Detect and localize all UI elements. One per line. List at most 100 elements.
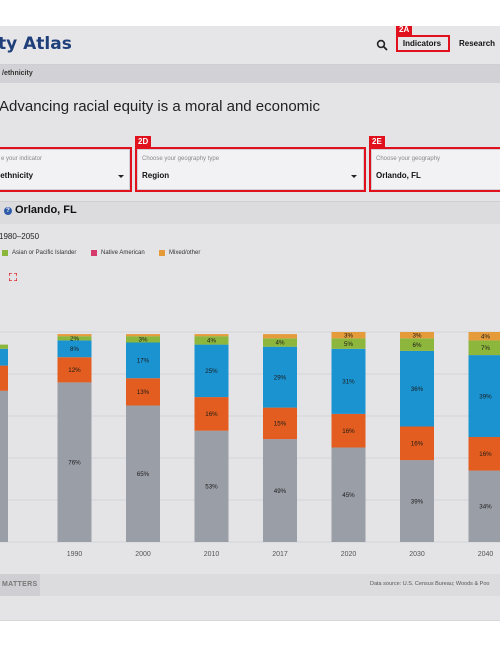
data-label: 7% <box>481 345 490 352</box>
bar-segment <box>263 439 297 542</box>
legend-item-asian-pacific[interactable]: Asian or Pacific Islander <box>2 250 76 256</box>
data-label: 12% <box>68 367 81 374</box>
data-label: 17% <box>137 358 150 365</box>
bar-segment <box>263 346 297 408</box>
bar-segment <box>263 338 297 347</box>
data-label: 34% <box>479 504 492 511</box>
x-tick-label: 2017 <box>272 551 288 558</box>
bar-segment <box>194 336 229 345</box>
data-label: 16% <box>411 441 424 448</box>
top-header: ty Atlas Indicators Research <box>0 26 500 65</box>
data-label: 29% <box>274 374 287 381</box>
data-label: 45% <box>342 492 355 499</box>
data-label: 4% <box>207 338 216 345</box>
bar-segment <box>126 334 160 337</box>
page-headline: Advancing racial equity is a moral and e… <box>0 98 320 115</box>
bar-segment <box>194 334 229 337</box>
data-label: 25% <box>205 368 218 375</box>
data-label: 6% <box>413 342 422 349</box>
indicator-select-value: /ethnicity <box>0 171 34 180</box>
geography-select[interactable]: Choose your geography Orlando, FL <box>371 149 500 190</box>
breadcrumb: /ethnicity <box>0 65 500 83</box>
legend-swatch <box>159 250 165 256</box>
geography-type-select[interactable]: Choose your geography type Region <box>137 149 364 190</box>
bar-segment <box>331 413 366 448</box>
data-label: 39% <box>411 498 424 505</box>
chart-panel-header <box>0 201 500 224</box>
indicator-select[interactable]: e your indicator /ethnicity <box>0 149 130 190</box>
legend-label: Native American <box>101 250 145 256</box>
bar-segment <box>0 365 8 391</box>
bar-segment <box>57 382 92 542</box>
chart-year-range: 1980–2050 <box>0 232 40 241</box>
bar-segment <box>468 340 500 356</box>
bar-segment <box>57 340 92 358</box>
bar-segment <box>263 407 297 440</box>
data-label: 16% <box>479 451 492 458</box>
info-icon[interactable]: ? <box>4 207 12 215</box>
bar-segment <box>0 344 8 349</box>
bar-segment <box>0 390 8 542</box>
data-label: 65% <box>137 471 150 478</box>
legend-label: Asian or Pacific Islander <box>12 250 77 256</box>
nav-indicators-link[interactable]: Indicators <box>402 38 442 48</box>
bar-segment <box>126 405 160 542</box>
data-label: 76% <box>68 459 81 466</box>
chart-location-title: Orlando, FL <box>15 204 77 216</box>
annotation-tag-2e: 2E <box>369 136 385 147</box>
search-icon[interactable] <box>376 39 388 51</box>
x-tick-label: 2000 <box>135 551 151 558</box>
legend-swatch <box>91 250 97 256</box>
bar-segment <box>126 378 160 406</box>
bar-segment <box>468 332 500 341</box>
bar-segment <box>331 332 366 339</box>
data-label: 2% <box>70 336 79 343</box>
bar-segment <box>400 460 434 542</box>
bar-segment <box>57 334 92 337</box>
bar-segment <box>468 437 500 471</box>
bar-segment <box>400 338 434 351</box>
bottom-divider <box>0 620 500 621</box>
x-tick-label: 1990 <box>67 551 83 558</box>
data-label: 5% <box>344 341 353 348</box>
bar-segment <box>126 342 160 379</box>
data-label: 39% <box>479 393 492 400</box>
data-label: 3% <box>413 332 422 339</box>
site-logo[interactable]: ty Atlas <box>0 34 72 54</box>
bar-segment <box>263 334 297 339</box>
bar-segment <box>468 355 500 437</box>
data-label: 16% <box>205 411 218 418</box>
why-it-matters-button[interactable]: MATTERS <box>0 574 40 596</box>
indicator-select-label: e your indicator <box>1 156 43 162</box>
bar-segment <box>194 397 229 431</box>
bar-segment <box>331 348 366 414</box>
expand-icon[interactable] <box>9 273 17 281</box>
data-label: 13% <box>137 389 150 396</box>
legend-item-native-american[interactable]: Native American <box>91 250 145 256</box>
bar-segment <box>468 470 500 542</box>
data-label: 3% <box>344 332 353 339</box>
stacked-bar-chart: 76% 12% 8% 2% 1990 65% 13% 17% 3% 2000 53% 16% 25% 4%… <box>0 331 500 558</box>
chevron-down-icon <box>351 175 357 178</box>
x-tick-label: 2030 <box>409 551 425 558</box>
bar-segment <box>57 336 92 341</box>
data-label: 3% <box>139 337 148 344</box>
chart-footer: MATTERS Data source: U.S. Census Bureau;… <box>0 574 500 596</box>
bar-segment <box>194 344 229 398</box>
x-tick-label: 2010 <box>204 551 220 558</box>
bar-segment <box>331 447 366 542</box>
bar-segment <box>194 430 229 542</box>
bar-segment <box>400 332 434 339</box>
bar-segment <box>331 338 366 349</box>
data-label: 53% <box>205 484 218 491</box>
chevron-down-icon <box>118 175 124 178</box>
nav-research-link[interactable]: Research <box>459 39 496 48</box>
bar-segment <box>0 348 8 366</box>
geography-type-select-label: Choose your geography type <box>142 156 220 162</box>
geography-type-select-value: Region <box>142 171 170 180</box>
bar-segment <box>126 336 160 343</box>
data-label: 49% <box>274 488 287 495</box>
legend-item-mixed-other[interactable]: Mixed/other <box>159 250 200 256</box>
legend-label: Mixed/other <box>169 250 201 256</box>
annotation-tag-2d: 2D <box>135 136 152 147</box>
